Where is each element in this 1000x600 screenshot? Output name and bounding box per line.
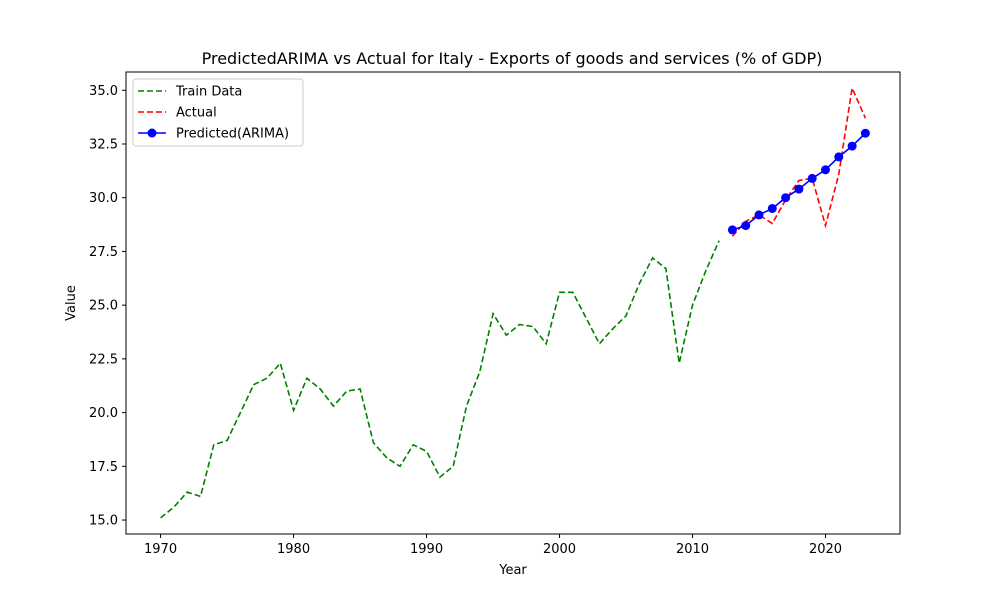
x-tick-label: 1970	[144, 542, 177, 557]
series-point-2	[807, 173, 817, 183]
x-tick-label: 1980	[277, 542, 310, 557]
series-point-2	[821, 165, 830, 175]
series-point-2	[741, 221, 751, 231]
y-tick-label: 25.0	[89, 299, 118, 314]
legend-label: Actual	[176, 106, 217, 121]
axes-frame	[125, 71, 901, 535]
y-tick-label: 27.5	[89, 245, 118, 260]
y-tick-label: 22.5	[89, 352, 118, 367]
series-point-2	[767, 204, 777, 213]
y-tick-label: 30.0	[89, 191, 118, 206]
legend-label: Train Data	[175, 85, 242, 100]
legend: Train Data Actual Predicted(ARIMA)	[132, 78, 304, 147]
x-tick-label: 2010	[676, 542, 709, 557]
y-tick-label: 15.0	[89, 514, 118, 529]
y-tick-label: 17.5	[89, 460, 118, 475]
chart-title: PredictedARIMA vs Actual for Italy - Exp…	[202, 49, 823, 68]
y-tick-label: 20.0	[89, 406, 118, 421]
legend-box	[132, 78, 304, 147]
series-point-2	[860, 128, 870, 138]
series-point-2	[781, 193, 791, 203]
x-axis: 1970 1980 1990 2000 2010 2020	[144, 534, 842, 557]
y-tick-label: 35.0	[89, 84, 118, 99]
series-line-0	[160, 240, 720, 519]
plot-area	[160, 85, 870, 519]
x-axis-label: Year	[498, 563, 527, 578]
series-point-2	[754, 210, 764, 220]
x-tick-label: 2000	[543, 542, 576, 557]
legend-marker	[147, 128, 157, 138]
series-point-2	[834, 152, 844, 162]
x-tick-label: 2020	[809, 542, 842, 557]
y-axis-label: Value	[64, 285, 79, 321]
series-line-1	[731, 85, 867, 237]
x-tick-label: 1990	[410, 542, 443, 557]
series-point-2	[847, 141, 857, 151]
y-tick-label: 32.5	[89, 137, 118, 152]
legend-label: Predicted(ARIMA)	[176, 127, 289, 142]
series-point-2	[794, 184, 804, 194]
series-point-2	[727, 225, 737, 235]
y-axis: 15.0 17.5 20.0 22.5 25.0 27.5 30.0 32.5 35.0	[89, 84, 126, 529]
